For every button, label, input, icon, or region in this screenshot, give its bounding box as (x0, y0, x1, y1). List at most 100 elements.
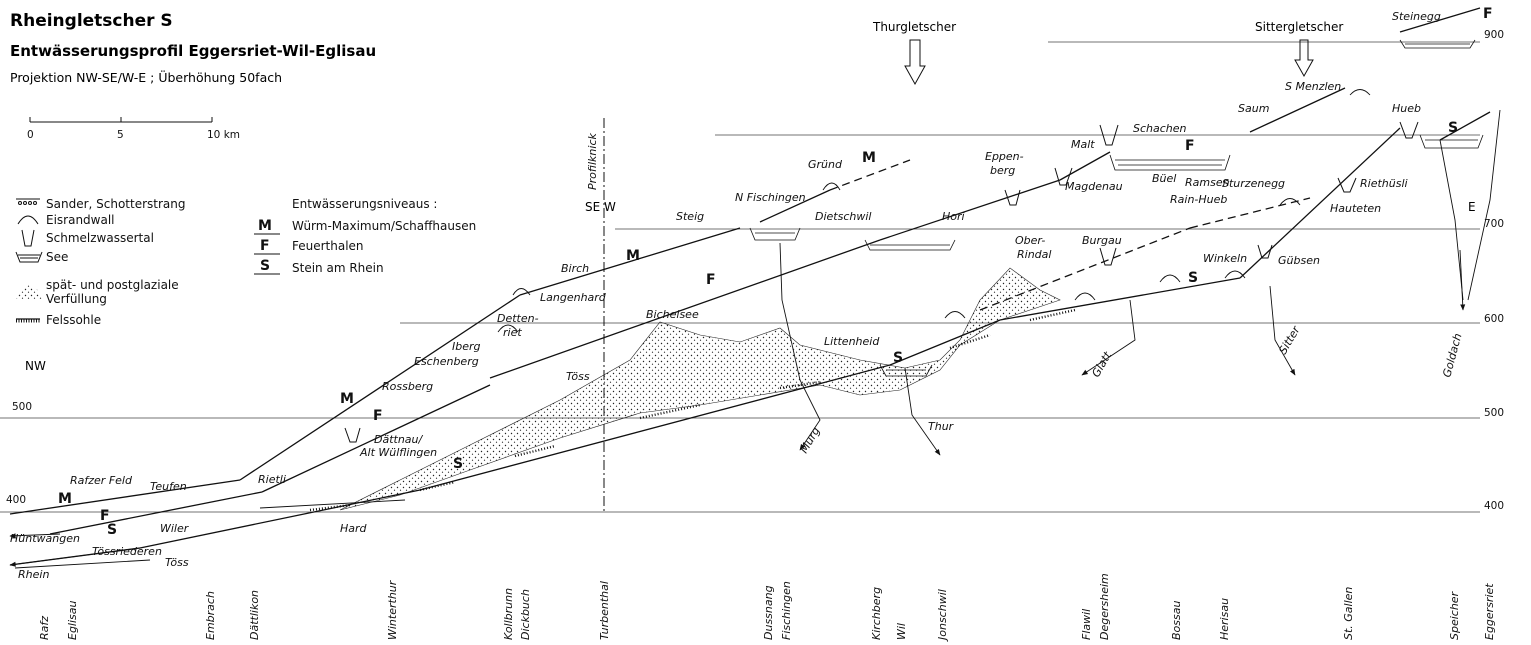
town-winterthur: Winterthur (386, 579, 399, 640)
place-rhein: Rhein (18, 568, 49, 581)
level-f-mark-1: F (373, 408, 383, 424)
town-dickbuch: Dickbuch (519, 589, 532, 640)
town-kirchberg: Kirchberg (870, 587, 883, 640)
level-s-mark-5: S (107, 522, 117, 538)
place-saum: Saum (1238, 102, 1269, 115)
place-thur: Thur (928, 420, 955, 433)
place-eppen: Eppen- (985, 150, 1024, 163)
diagram-title: Rheingletscher S (10, 11, 173, 31)
legend-verfuellung-2: Verfüllung (46, 292, 107, 306)
town-st-gallen: St. Gallen (1342, 587, 1355, 640)
place-hard: Hard (340, 522, 368, 535)
town-wil: Wil (895, 623, 908, 640)
legend-niveaus-title: Entwässerungsniveaus : (292, 197, 437, 211)
place-ober: Ober- (1015, 234, 1045, 247)
place-bueel: Büel (1152, 172, 1176, 185)
legend-felssohle: Felssohle (46, 313, 101, 327)
town-bossau: Bossau (1170, 601, 1183, 640)
scale-label-0: 0 (27, 129, 34, 141)
level-m-mark-4: M (58, 491, 72, 507)
town-herisau: Herisau (1218, 598, 1231, 640)
place-steinegg: Steinegg (1392, 10, 1441, 23)
place-riet: riet (503, 326, 522, 339)
orientation-e: E (1468, 200, 1476, 214)
scale-label-5: 5 (117, 129, 124, 141)
town-eglisau: Eglisau (66, 600, 79, 640)
projection-note: Projektion NW-SE/W-E ; Überhöhung 50fach (10, 69, 282, 85)
thurgletscher-label: Thurgletscher (872, 20, 956, 34)
place-malt: Malt (1071, 138, 1095, 151)
place-riethuesli: Riethüsli (1360, 177, 1408, 190)
thurgletscher-arrow (904, 39, 926, 86)
town-embrach: Embrach (204, 591, 217, 640)
level-code-s: S (260, 258, 270, 274)
town-flawil: Flawil (1080, 609, 1093, 640)
town-speicher: Speicher (1448, 590, 1461, 640)
eisrandwall-symbol (17, 215, 39, 225)
place-hauteten: Hauteten (1330, 202, 1381, 215)
legend-sander: Sander, Schotterstrang (46, 197, 186, 211)
elev-right-700: 700 (1484, 218, 1504, 230)
sittergletscher-arrow (1294, 39, 1314, 78)
elevation-lines (0, 41, 1480, 513)
town-jonschwil: Jonschwil (936, 589, 949, 642)
place-magdenau: Magdenau (1065, 180, 1123, 193)
place-toess: Töss (566, 370, 590, 383)
place-steig: Steig (676, 210, 704, 223)
town-daettlikon: Dättlikon (248, 590, 261, 640)
place-hueb: Hueb (1392, 102, 1421, 115)
legend-symbols: Sander, Schotterstrang Eisrandwall Schme… (15, 197, 186, 327)
elev-right-400: 400 (1484, 500, 1504, 512)
town-fischingen: Fischingen (780, 581, 793, 640)
legend-verfuellung-1: spät- und postglaziale (46, 278, 179, 292)
town-turbenthal: Turbenthal (598, 581, 611, 640)
level-s-mark-2: S (893, 350, 903, 366)
place-rindal: Rindal (1017, 248, 1051, 261)
level-name-f: Feuerthalen (292, 239, 364, 253)
town-labels: Rafz Eglisau Embrach Dättlikon Winterthu… (38, 573, 1496, 642)
place-schachen: Schachen (1133, 122, 1187, 135)
elev-left-500: 500 (12, 401, 32, 413)
level-f-mark-5: F (100, 508, 110, 524)
fill-deposit-area (339, 267, 1061, 511)
place-littenheid: Littenheid (824, 335, 880, 348)
place-guebsen: Gübsen (1278, 254, 1320, 267)
ice-margin-walls (497, 89, 1371, 333)
level-code-f: F (260, 238, 270, 254)
level-s-mark-4: S (1448, 120, 1458, 136)
town-degersheim: Degersheim (1098, 573, 1111, 640)
legend-schmelzwassertal: Schmelzwassertal (46, 231, 154, 245)
level-f-lines (49, 7, 1481, 535)
level-name-s: Stein am Rhein (292, 261, 384, 275)
place-birch: Birch (561, 262, 589, 275)
legend-see: See (46, 250, 68, 264)
place-rafzer-feld: Rafzer Feld (70, 474, 133, 487)
level-code-m: M (258, 218, 272, 234)
place-berg: berg (990, 164, 1015, 177)
level-m-mark-2: M (626, 248, 640, 264)
place-winkeln: Winkeln (1203, 252, 1247, 265)
elev-left-400: 400 (6, 494, 26, 506)
felssohle-symbol (16, 318, 40, 323)
level-m-lines (9, 159, 911, 515)
meltwater-valleys (344, 121, 1419, 443)
lake-symbols (749, 39, 1484, 377)
place-bichelsee: Bichelsee (646, 308, 699, 321)
legend-levels: Entwässerungsniveaus : M Würm-Maximum/Sc… (254, 197, 476, 275)
place-detten: Detten- (497, 312, 539, 325)
place-burgau: Burgau (1082, 234, 1122, 247)
elev-right-500: 500 (1484, 407, 1504, 419)
scale-label-10: 10 km (207, 129, 240, 141)
place-toessriederen: Tössriederen (92, 545, 162, 558)
town-rafz: Rafz (38, 616, 51, 640)
elev-right-600: 600 (1484, 313, 1504, 325)
bedrock-marks (309, 308, 1076, 512)
place-sturzenegg: Sturzenegg (1222, 177, 1285, 190)
place-rossberg: Rossberg (382, 380, 433, 393)
orientation-nw: NW (25, 359, 46, 373)
river-lines (9, 109, 1501, 569)
level-f-mark-2: F (706, 272, 716, 288)
place-rietli: Rietli (258, 473, 286, 486)
town-eggersriet: Eggersriet (1483, 583, 1496, 640)
orientation-se-w: SE W (585, 200, 616, 214)
